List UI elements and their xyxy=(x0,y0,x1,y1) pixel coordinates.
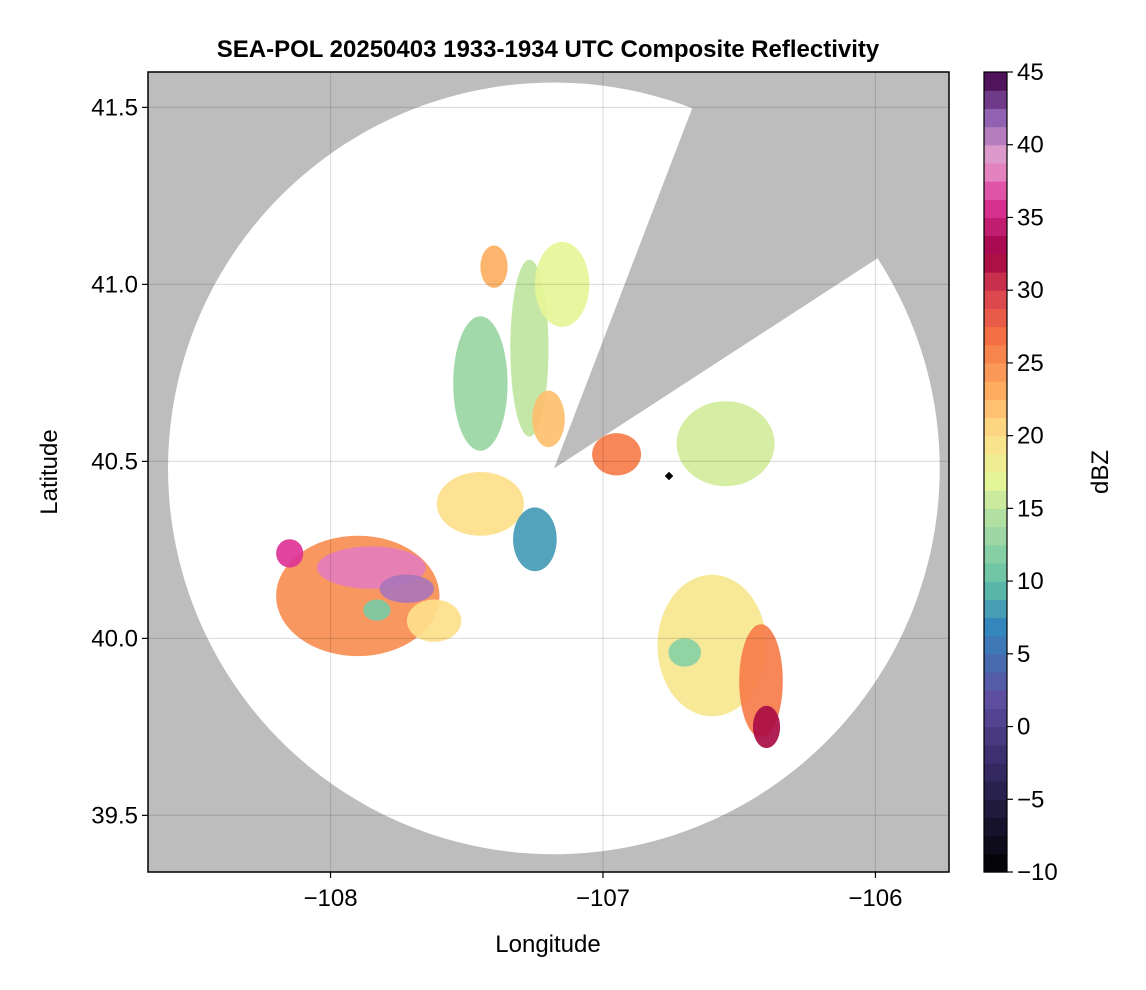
colorbar-tick-label: 35 xyxy=(1017,204,1044,231)
y-tick-label: 41.0 xyxy=(91,271,138,298)
x-axis: −108 −107 −106 xyxy=(304,872,902,912)
colorbar-band xyxy=(984,526,1007,546)
colorbar-band xyxy=(984,817,1007,837)
colorbar-band xyxy=(984,417,1007,437)
echo-north-cell xyxy=(480,245,508,288)
colorbar-band xyxy=(984,308,1007,328)
colorbar-band xyxy=(984,362,1007,382)
colorbar-band xyxy=(984,835,1007,855)
colorbar-band xyxy=(984,326,1007,346)
x-tick-label: −106 xyxy=(848,885,902,912)
colorbar-band xyxy=(984,162,1007,182)
plot-area xyxy=(147,71,950,873)
y-axis: 39.5 40.0 40.5 41.0 41.5 xyxy=(91,94,148,829)
colorbar-tick-label: −5 xyxy=(1017,786,1044,813)
colorbar-band xyxy=(984,344,1007,364)
colorbar-band xyxy=(984,799,1007,819)
y-axis-label: Latitude xyxy=(36,429,63,514)
echo-north-band xyxy=(453,316,508,451)
colorbar-band xyxy=(984,217,1007,237)
colorbar-band xyxy=(984,781,1007,800)
colorbar-tick-label: 20 xyxy=(1017,423,1044,450)
colorbar-band xyxy=(984,108,1007,128)
colorbar-band xyxy=(984,653,1007,673)
echo-southwest-flank xyxy=(406,599,462,642)
echo-southeast-green xyxy=(668,638,701,667)
colorbar-band xyxy=(984,453,1007,473)
echo-near-radar-north xyxy=(532,390,565,448)
colorbar-tick-label: 45 xyxy=(1017,59,1044,86)
colorbar-tick-label: 40 xyxy=(1017,132,1044,159)
echo-southwest-core-2 xyxy=(379,574,434,603)
colorbar-band xyxy=(984,853,1007,873)
colorbar-band xyxy=(984,272,1007,291)
colorbar-label: dBZ xyxy=(1087,450,1114,494)
echo-layer xyxy=(276,241,783,749)
colorbar-band xyxy=(984,181,1007,200)
colorbar-band xyxy=(984,508,1007,528)
colorbar-band xyxy=(984,544,1007,564)
y-tick-label: 40.5 xyxy=(91,448,138,475)
echo-southwest-west-cell xyxy=(276,539,304,568)
colorbar-tick-label: 25 xyxy=(1017,350,1044,377)
colorbar-bands xyxy=(984,72,1007,873)
colorbar-band xyxy=(984,253,1007,273)
colorbar-band xyxy=(984,399,1007,419)
colorbar-band xyxy=(984,599,1007,619)
echo-east-scatter xyxy=(676,401,775,487)
colorbar-band xyxy=(984,708,1007,728)
radar-site-marker xyxy=(664,471,674,481)
colorbar-band xyxy=(984,562,1007,582)
y-tick-label: 40.0 xyxy=(91,625,138,652)
y-tick-label: 41.5 xyxy=(91,94,138,121)
colorbar-band xyxy=(984,72,1007,91)
colorbar-band xyxy=(984,290,1007,309)
colorbar-band xyxy=(984,490,1007,509)
echo-east-near xyxy=(592,433,642,476)
echo-southeast-cores xyxy=(752,705,781,749)
plot-frame xyxy=(147,71,950,873)
colorbar-frame xyxy=(983,71,1008,873)
colorbar-band xyxy=(984,235,1007,255)
colorbar: −10 −5 0 5 10 15 20 25 30 35 40 45 dBZ xyxy=(983,59,1114,886)
echo-central-blue xyxy=(513,507,557,572)
colorbar-band xyxy=(984,581,1007,600)
y-tick-label: 39.5 xyxy=(91,802,138,829)
colorbar-tick-label: 15 xyxy=(1017,495,1044,522)
colorbar-tick-label: 30 xyxy=(1017,277,1044,304)
colorbar-tick-label: 10 xyxy=(1017,568,1044,595)
colorbar-band xyxy=(984,90,1007,109)
colorbar-ticks: −10 −5 0 5 10 15 20 25 30 35 40 45 xyxy=(1007,59,1058,886)
colorbar-band xyxy=(984,381,1007,400)
colorbar-band xyxy=(984,126,1007,146)
colorbar-band xyxy=(984,144,1007,164)
echo-north-far xyxy=(534,241,590,327)
echo-central-west xyxy=(436,472,524,536)
colorbar-band xyxy=(984,762,1007,782)
colorbar-tick-label: 5 xyxy=(1017,641,1030,668)
grid xyxy=(148,72,949,872)
x-tick-label: −107 xyxy=(576,885,630,912)
colorbar-band xyxy=(984,744,1007,764)
colorbar-band xyxy=(984,199,1007,219)
colorbar-band xyxy=(984,690,1007,709)
x-tick-label: −108 xyxy=(304,885,358,912)
colorbar-band xyxy=(984,635,1007,655)
colorbar-tick-label: 0 xyxy=(1017,714,1030,741)
colorbar-tick-label: −10 xyxy=(1017,859,1058,886)
colorbar-band xyxy=(984,435,1007,455)
colorbar-band xyxy=(984,617,1007,637)
colorbar-band xyxy=(984,726,1007,746)
colorbar-band xyxy=(984,672,1007,691)
echo-south-green xyxy=(363,599,391,621)
colorbar-band xyxy=(984,472,1007,491)
x-axis-label: Longitude xyxy=(495,931,600,958)
chart-title: SEA-POL 20250403 1933-1934 UTC Composite… xyxy=(217,36,880,63)
